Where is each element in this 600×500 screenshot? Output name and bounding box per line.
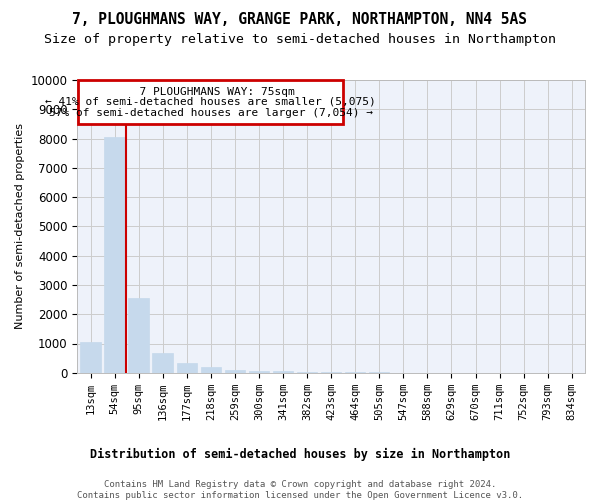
- Bar: [224, 370, 245, 373]
- Bar: [297, 372, 317, 373]
- Text: Contains HM Land Registry data © Crown copyright and database right 2024.: Contains HM Land Registry data © Crown c…: [104, 480, 496, 489]
- Bar: [152, 353, 173, 373]
- Bar: [273, 371, 293, 373]
- Text: Size of property relative to semi-detached houses in Northampton: Size of property relative to semi-detach…: [44, 32, 556, 46]
- Bar: [249, 370, 269, 373]
- Text: ← 41% of semi-detached houses are smaller (5,075): ← 41% of semi-detached houses are smalle…: [46, 96, 376, 106]
- Bar: [79, 80, 343, 124]
- Bar: [200, 367, 221, 373]
- Text: Contains public sector information licensed under the Open Government Licence v3: Contains public sector information licen…: [77, 491, 523, 500]
- Bar: [345, 372, 365, 373]
- Y-axis label: Number of semi-detached properties: Number of semi-detached properties: [15, 124, 25, 330]
- Text: 7, PLOUGHMANS WAY, GRANGE PARK, NORTHAMPTON, NN4 5AS: 7, PLOUGHMANS WAY, GRANGE PARK, NORTHAMP…: [73, 12, 527, 28]
- Text: Distribution of semi-detached houses by size in Northampton: Distribution of semi-detached houses by …: [90, 448, 510, 460]
- Bar: [176, 363, 197, 373]
- Bar: [128, 298, 149, 373]
- Text: 57% of semi-detached houses are larger (7,054) →: 57% of semi-detached houses are larger (…: [49, 108, 373, 118]
- Text: 7 PLOUGHMANS WAY: 75sqm: 7 PLOUGHMANS WAY: 75sqm: [127, 88, 295, 98]
- Bar: [80, 342, 101, 373]
- Bar: [104, 137, 125, 373]
- Bar: [321, 372, 341, 373]
